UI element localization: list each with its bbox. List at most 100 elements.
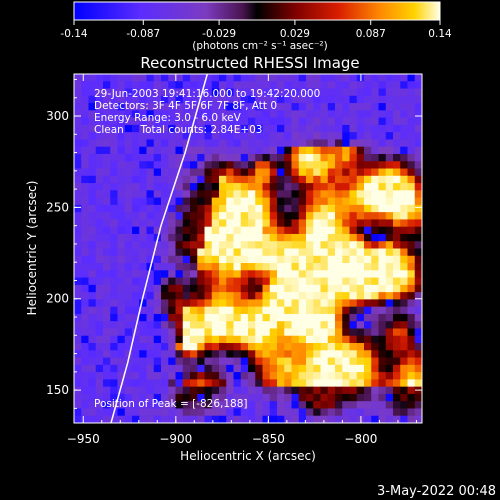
heatmap-cell (400, 277, 409, 286)
heatmap-cell (233, 401, 242, 410)
heatmap-cell (284, 270, 293, 279)
heatmap-cell (327, 306, 336, 315)
heatmap-cell (342, 81, 351, 90)
heatmap-cell (124, 219, 133, 228)
heatmap-cell (378, 386, 387, 395)
heatmap-cell (262, 110, 271, 119)
heatmap-cell (81, 146, 90, 155)
heatmap-cell (233, 270, 242, 279)
heatmap-cell (320, 190, 329, 199)
heatmap-cell (284, 219, 293, 228)
heatmap-cell (95, 212, 104, 221)
heatmap-cell (204, 175, 213, 184)
heatmap-cell (74, 401, 82, 410)
heatmap-cell (248, 379, 256, 388)
heatmap-cell (219, 401, 227, 410)
heatmap-cell (233, 197, 242, 206)
heatmap-cell (226, 292, 235, 300)
heatmap-cell (349, 292, 358, 300)
heatmap-cell (240, 306, 249, 315)
heatmap-cell (88, 350, 97, 359)
heatmap-cell (139, 321, 148, 330)
heatmap-cell (103, 313, 111, 322)
heatmap-cell (197, 139, 206, 148)
heatmap-cell (255, 313, 264, 322)
heatmap-cell (146, 183, 155, 191)
heatmap-cell (335, 255, 343, 264)
heatmap-cell (414, 415, 422, 423)
heatmap-cell (306, 372, 314, 380)
heatmap-cell (327, 226, 336, 235)
heatmap-cell (182, 110, 191, 119)
heatmap-cell (306, 408, 314, 417)
heatmap-cell (226, 132, 235, 141)
heatmap-cell (182, 103, 191, 111)
heatmap-cell (81, 161, 90, 170)
heatmap-cell (168, 168, 177, 177)
heatmap-cell (197, 335, 206, 344)
heatmap-cell (342, 74, 351, 82)
heatmap-cell (124, 124, 133, 133)
heatmap-cell (233, 357, 242, 366)
heatmap-cell (95, 350, 104, 359)
heatmap-cell (190, 153, 198, 162)
heatmap-cell (364, 226, 372, 235)
heatmap-cell (204, 212, 213, 221)
heatmap-cell (248, 343, 256, 351)
heatmap-cell (407, 415, 416, 423)
heatmap-cell (211, 117, 220, 126)
heatmap-cell (400, 110, 409, 119)
heatmap-cell (153, 81, 162, 90)
heatmap-cell (110, 183, 119, 191)
heatmap-cell (284, 204, 293, 213)
heatmap-cell (175, 350, 184, 359)
heatmap-cell (371, 190, 380, 199)
heatmap-cell (197, 306, 206, 315)
heatmap-cell (407, 263, 416, 271)
heatmap-cell (204, 132, 213, 141)
heatmap-cell (306, 284, 314, 293)
heatmap-cell (414, 81, 422, 90)
heatmap-cell (95, 408, 104, 417)
heatmap-cell (327, 197, 336, 206)
heatmap-cell (161, 306, 169, 315)
heatmap-cell (132, 168, 140, 177)
heatmap-cell (233, 132, 242, 141)
heatmap-cell (240, 153, 249, 162)
heatmap-cell (117, 284, 126, 293)
heatmap-cell (248, 241, 256, 250)
heatmap-cell (335, 226, 343, 235)
heatmap-cell (313, 335, 322, 344)
heatmap-cell (385, 103, 394, 111)
heatmap-cell (190, 313, 198, 322)
heatmap-cell (371, 197, 380, 206)
heatmap-cell (88, 117, 97, 126)
heatmap-cell (88, 321, 97, 330)
heatmap-cell (233, 306, 242, 315)
heatmap-cell (400, 241, 409, 250)
heatmap-cell (393, 146, 401, 155)
heatmap-cell (364, 408, 372, 417)
heatmap-cell (219, 81, 227, 90)
heatmap-cell (320, 103, 329, 111)
heatmap-cell (393, 88, 401, 97)
heatmap-cell (306, 146, 314, 155)
heatmap-cell (356, 219, 365, 228)
heatmap-cell (197, 357, 206, 366)
heatmap-cell (103, 263, 111, 271)
heatmap-cell (168, 350, 177, 359)
heatmap-cell (393, 124, 401, 133)
heatmap-cell (306, 103, 314, 111)
heatmap-cell (74, 255, 82, 264)
heatmap-cell (124, 386, 133, 395)
heatmap-cell (248, 197, 256, 206)
heatmap-cell (146, 379, 155, 388)
heatmap-cell (211, 306, 220, 315)
heatmap-cell (88, 161, 97, 170)
heatmap-cell (269, 161, 278, 170)
heatmap-cell (88, 408, 97, 417)
heatmap-cell (291, 255, 300, 264)
heatmap-cell (306, 343, 314, 351)
heatmap-cell (284, 124, 293, 133)
